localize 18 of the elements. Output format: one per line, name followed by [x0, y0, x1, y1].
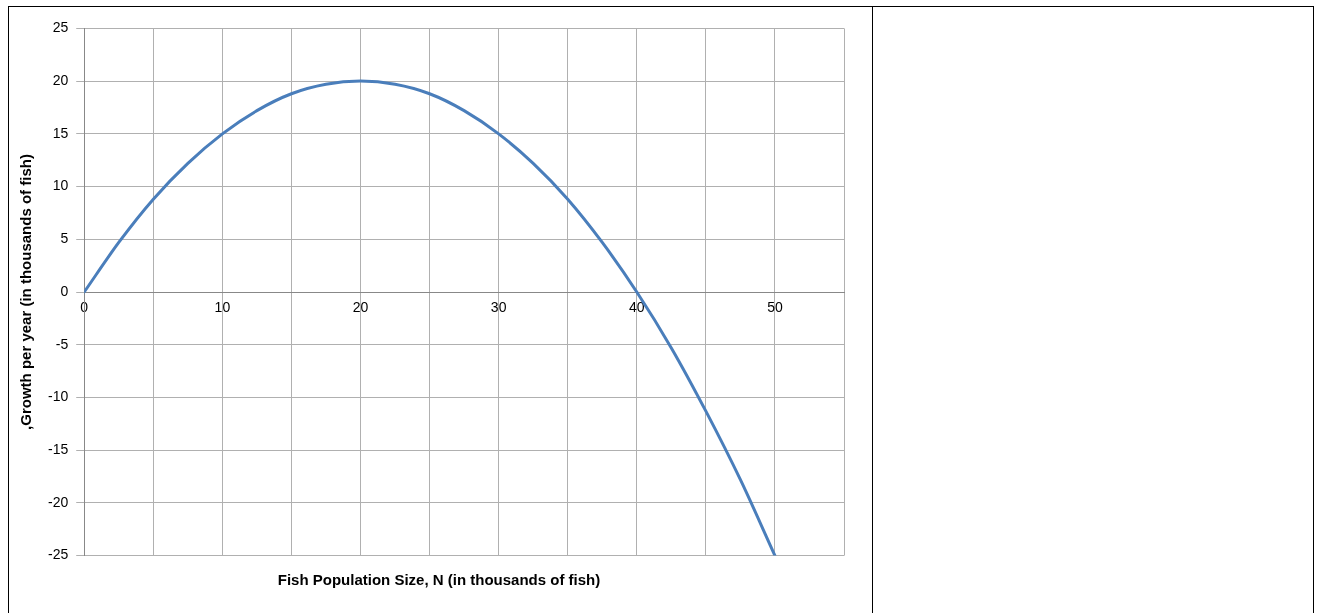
y-tick-label: -20: [48, 493, 69, 510]
y-tick-label: 20: [52, 71, 69, 88]
x-tick-label: 20: [352, 299, 369, 316]
y-tick-label: 15: [52, 124, 69, 141]
x-tick-label: 10: [214, 299, 231, 316]
y-tick-label: 5: [60, 230, 69, 247]
x-tick-label: 50: [767, 299, 783, 316]
y-tick-label: -10: [48, 388, 69, 405]
y-tick-label: -15: [48, 441, 69, 458]
y-axis-title: ,Growth per year (in thousands of fish): [17, 154, 35, 430]
y-tick-label: 0: [60, 282, 69, 299]
x-tick-label: 40: [629, 299, 645, 316]
x-axis-title: Fish Population Size, N (in thousands of fish): [276, 571, 602, 588]
y-tick-label: 25: [52, 19, 69, 36]
y-tick-label: 10: [52, 177, 69, 194]
x-tick-label: 30: [490, 299, 507, 316]
y-tick-label: -5: [55, 335, 69, 352]
y-tick-label: -25: [48, 546, 69, 563]
